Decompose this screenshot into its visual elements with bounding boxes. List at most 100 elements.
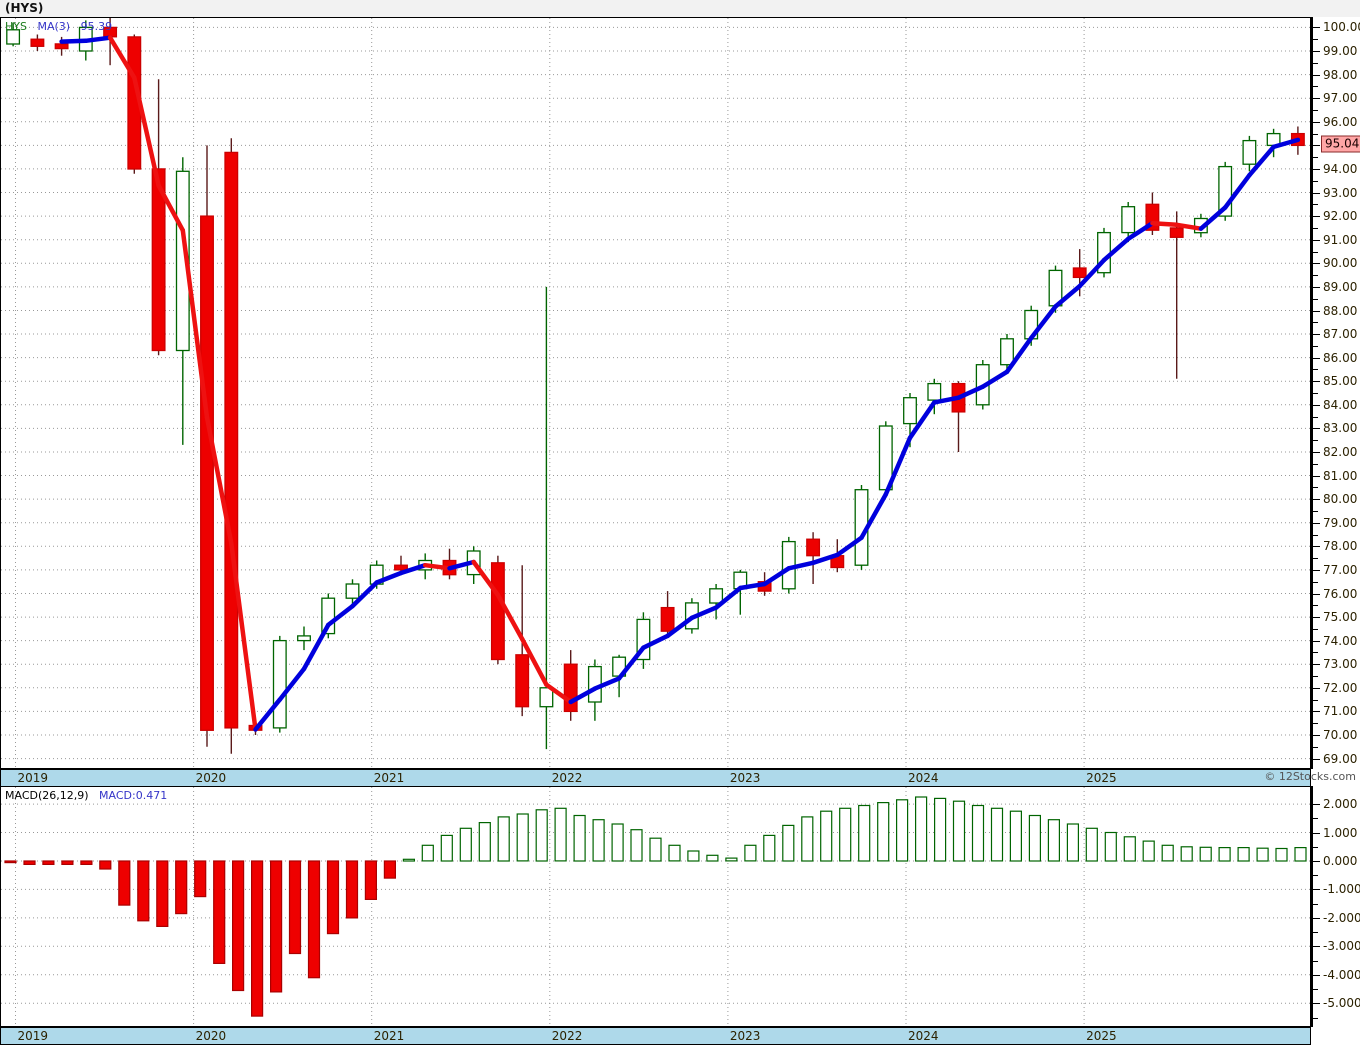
date-label-macd: 2021 xyxy=(373,1029,405,1043)
macd-axis-tick xyxy=(1313,889,1320,891)
macd-axis-tick xyxy=(1313,946,1320,948)
price-axis-label: 83.00 xyxy=(1323,421,1358,436)
price-axis-tick xyxy=(1313,51,1320,52)
macd-axis-tick xyxy=(1313,1003,1320,1005)
legend-macd-value: MACD:0.471 xyxy=(99,789,168,802)
price-axis-tick xyxy=(1313,640,1320,642)
price-axis-label: 88.00 xyxy=(1323,303,1358,318)
date-label-price: 2023 xyxy=(729,771,761,785)
price-axis-tick xyxy=(1313,546,1320,548)
price-axis-tick xyxy=(1313,475,1320,477)
price-axis-label: 74.00 xyxy=(1323,633,1358,648)
price-axis-line xyxy=(1311,17,1313,769)
macd-axis-minor-tick xyxy=(1313,903,1318,905)
macd-legend: MACD(26,12,9) MACD:0.471 xyxy=(5,789,174,802)
date-label-macd: 2022 xyxy=(551,1029,583,1043)
price-axis-minor-tick xyxy=(1313,416,1318,418)
macd-axis-minor-tick xyxy=(1313,1017,1318,1019)
price-axis-tick xyxy=(1313,27,1320,29)
price-axis-minor-tick xyxy=(1313,676,1318,677)
price-axis-minor-tick xyxy=(1313,746,1318,748)
price-axis-label: 86.00 xyxy=(1323,350,1358,365)
date-label-macd: 2025 xyxy=(1086,1029,1117,1043)
macd-axis-label: -2.000 xyxy=(1323,910,1360,925)
price-axis-minor-tick xyxy=(1313,204,1318,206)
date-label-macd: 2019 xyxy=(17,1029,49,1043)
macd-axis-tick xyxy=(1313,804,1320,806)
price-axis-label: 70.00 xyxy=(1323,728,1358,742)
price-axis-tick xyxy=(1313,758,1320,760)
price-axis-minor-tick xyxy=(1313,652,1318,654)
price-axis-minor-tick xyxy=(1313,227,1318,229)
price-axis-label: 93.00 xyxy=(1323,185,1358,200)
price-axis-minor-tick xyxy=(1313,275,1318,277)
macd-axis-label: -1.000 xyxy=(1323,882,1360,897)
price-axis-label: 98.00 xyxy=(1323,67,1358,82)
price-axis-tick xyxy=(1313,334,1320,335)
price-plot-area[interactable] xyxy=(1,18,1310,768)
macd-chart-panel[interactable]: MACD(26,12,9) MACD:0.471 xyxy=(0,786,1311,1027)
price-axis-label: 97.00 xyxy=(1323,91,1358,106)
price-axis-label: 96.00 xyxy=(1323,114,1358,129)
price-axis-label: 94.00 xyxy=(1323,161,1358,176)
price-axis-tick xyxy=(1313,286,1320,288)
price-axis-label: 89.00 xyxy=(1323,279,1358,294)
price-axis-minor-tick xyxy=(1313,699,1318,701)
title-bar: (HYS) xyxy=(0,0,1360,18)
price-axis-label: 72.00 xyxy=(1323,680,1358,695)
price-axis-label: 84.00 xyxy=(1323,397,1358,412)
price-axis-label: 99.00 xyxy=(1323,44,1358,58)
macd-axis-tick xyxy=(1313,917,1320,919)
price-axis-label: 76.00 xyxy=(1323,586,1358,601)
macd-axis-minor-tick xyxy=(1313,818,1318,820)
page-title: (HYS) xyxy=(5,1,44,15)
price-axis-tick xyxy=(1313,192,1320,194)
price-axis-tick xyxy=(1313,428,1320,430)
price-axis-minor-tick xyxy=(1313,110,1318,111)
date-label-price: 2024 xyxy=(908,771,939,785)
date-label-price: 2020 xyxy=(195,771,227,785)
macd-axis-label: 1.000 xyxy=(1323,825,1358,840)
price-axis-tick xyxy=(1313,74,1320,76)
macd-axis: 2.000 1.000 0.000 -1.000 -2.000 -3.000 -4.000 -… xyxy=(1311,786,1360,1027)
macd-axis-label: 0.000 xyxy=(1323,854,1358,868)
macd-axis-minor-tick xyxy=(1313,989,1318,990)
price-axis-minor-tick xyxy=(1313,605,1318,607)
price-axis-label: 81.00 xyxy=(1323,468,1358,483)
price-axis-tick xyxy=(1313,168,1320,170)
date-axis-macd: 2019 2020 2021 2022 2023 2024 2025 xyxy=(0,1027,1311,1045)
legend-symbol: HYS xyxy=(5,20,27,33)
price-axis-tick xyxy=(1313,569,1320,571)
price-axis-tick xyxy=(1313,263,1320,265)
price-axis-minor-tick xyxy=(1313,487,1318,489)
price-axis-tick xyxy=(1313,121,1320,123)
date-label-macd: 2020 xyxy=(195,1029,227,1043)
price-axis-tick xyxy=(1313,404,1320,406)
price-axis-label: 71.00 xyxy=(1323,704,1358,719)
price-legend: HYS MA(3) 95.39 xyxy=(5,20,119,33)
macd-axis-minor-tick xyxy=(1313,960,1318,962)
price-axis-tick xyxy=(1313,735,1320,736)
macd-plot-area[interactable] xyxy=(1,787,1310,1026)
price-chart-panel[interactable]: HYS MA(3) 95.39 xyxy=(0,17,1311,769)
price-axis-minor-tick xyxy=(1313,133,1318,135)
price-axis-label: 78.00 xyxy=(1323,539,1358,554)
macd-axis-label: -3.000 xyxy=(1323,939,1360,954)
date-label-macd: 2024 xyxy=(908,1029,939,1043)
price-axis-minor-tick xyxy=(1313,157,1318,159)
macd-axis-tick xyxy=(1313,832,1320,834)
price-axis-tick xyxy=(1313,239,1320,241)
date-label-price: 2022 xyxy=(551,771,583,785)
price-axis-label: 79.00 xyxy=(1323,515,1358,530)
price-axis-tick xyxy=(1313,452,1320,453)
price-axis-minor-tick xyxy=(1313,180,1318,182)
price-axis-minor-tick xyxy=(1313,510,1318,512)
price-axis-tick xyxy=(1313,145,1320,147)
date-label-price: 2021 xyxy=(373,771,405,785)
price-axis-minor-tick xyxy=(1313,251,1318,253)
macd-axis-line xyxy=(1311,786,1313,1027)
price-axis-minor-tick xyxy=(1313,298,1318,300)
price-axis-minor-tick xyxy=(1313,345,1318,347)
price-axis-tick xyxy=(1313,499,1320,501)
macd-axis-minor-tick xyxy=(1313,932,1318,934)
